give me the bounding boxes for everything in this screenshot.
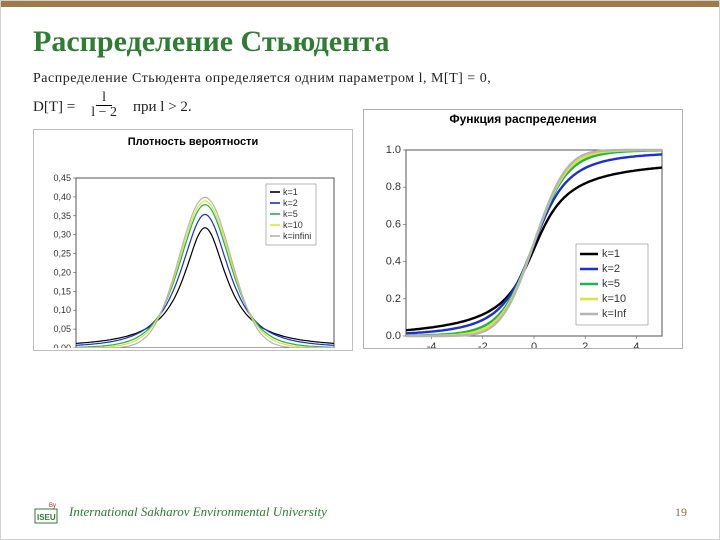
- page-number: 19: [675, 505, 687, 520]
- fraction: l l − 2: [85, 91, 123, 121]
- slide-title: Распределение Стьюдента: [33, 25, 687, 59]
- charts-row: Плотность вероятности 0,000,050,100,150,…: [33, 129, 687, 351]
- svg-text:0,45: 0,45: [53, 173, 71, 183]
- svg-text:By: By: [49, 503, 56, 509]
- slide: Распределение Стьюдента Распределение Ст…: [1, 1, 719, 539]
- svg-text:0: 0: [531, 341, 537, 348]
- svg-text:k=1: k=1: [602, 248, 620, 260]
- svg-text:k=Inf: k=Inf: [602, 308, 627, 320]
- svg-text:-4: -4: [427, 341, 437, 348]
- svg-text:1.0: 1.0: [386, 144, 401, 156]
- pdf-chart-title: Плотность вероятности: [34, 130, 352, 150]
- svg-text:0,00: 0,00: [53, 343, 71, 348]
- svg-text:0.8: 0.8: [386, 181, 401, 193]
- svg-text:k=10: k=10: [283, 220, 303, 230]
- svg-text:ISEU: ISEU: [37, 513, 56, 522]
- pdf-chart: Плотность вероятности 0,000,050,100,150,…: [33, 129, 353, 351]
- svg-text:k=5: k=5: [602, 278, 620, 290]
- svg-text:k=2: k=2: [602, 263, 620, 275]
- formula-lhs: D[T] =: [33, 99, 75, 116]
- svg-text:4: 4: [633, 341, 639, 348]
- svg-text:0.2: 0.2: [386, 293, 401, 305]
- pdf-chart-svg: 0,00 0,05 0,10 0,15 0,20 0,25 0,30 0,35 0,40 0,45…: [34, 150, 354, 348]
- svg-text:2: 2: [582, 341, 588, 348]
- svg-text:0,25: 0,25: [53, 249, 71, 259]
- body-line: Распределение Стьюдента определяется одн…: [33, 71, 491, 86]
- frac-num: l: [96, 91, 112, 107]
- university-text: International Sakharov Environmental Uni…: [69, 504, 327, 520]
- svg-text:k=5: k=5: [283, 209, 298, 219]
- accent-bar: [1, 1, 719, 7]
- svg-text:0,15: 0,15: [53, 287, 71, 297]
- svg-text:0.0: 0.0: [386, 330, 401, 342]
- svg-text:-2: -2: [478, 341, 488, 348]
- svg-text:k=2: k=2: [283, 198, 298, 208]
- university-block: By ISEU International Sakharov Environme…: [33, 499, 327, 525]
- body-text: Распределение Стьюдента определяется одн…: [33, 67, 687, 91]
- svg-text:k=infini: k=infini: [283, 231, 311, 241]
- svg-text:0.6: 0.6: [386, 219, 401, 231]
- university-logo: By ISEU: [33, 499, 61, 525]
- formula-cond: при l > 2.: [133, 99, 192, 116]
- svg-text:0,30: 0,30: [53, 230, 71, 240]
- svg-text:0,40: 0,40: [53, 192, 71, 202]
- cdf-chart-title: Функция распределения: [364, 110, 682, 128]
- svg-text:k=10: k=10: [602, 293, 626, 305]
- cdf-chart: Функция распределения 0.0 0.2 0.4 0.6 0.8 1.0…: [363, 109, 683, 349]
- svg-text:0,20: 0,20: [53, 268, 71, 278]
- svg-text:0,35: 0,35: [53, 211, 71, 221]
- svg-text:k=1: k=1: [283, 187, 298, 197]
- svg-text:0,05: 0,05: [53, 324, 71, 334]
- svg-text:0,10: 0,10: [53, 305, 71, 315]
- frac-den: l − 2: [85, 106, 123, 121]
- footer: By ISEU International Sakharov Environme…: [33, 499, 687, 525]
- cdf-chart-svg: 0.0 0.2 0.4 0.6 0.8 1.0 -4 -2 0 2 4 k=1 k=2 k=5 k=10 k=…: [364, 128, 684, 348]
- svg-text:0.4: 0.4: [386, 256, 401, 268]
